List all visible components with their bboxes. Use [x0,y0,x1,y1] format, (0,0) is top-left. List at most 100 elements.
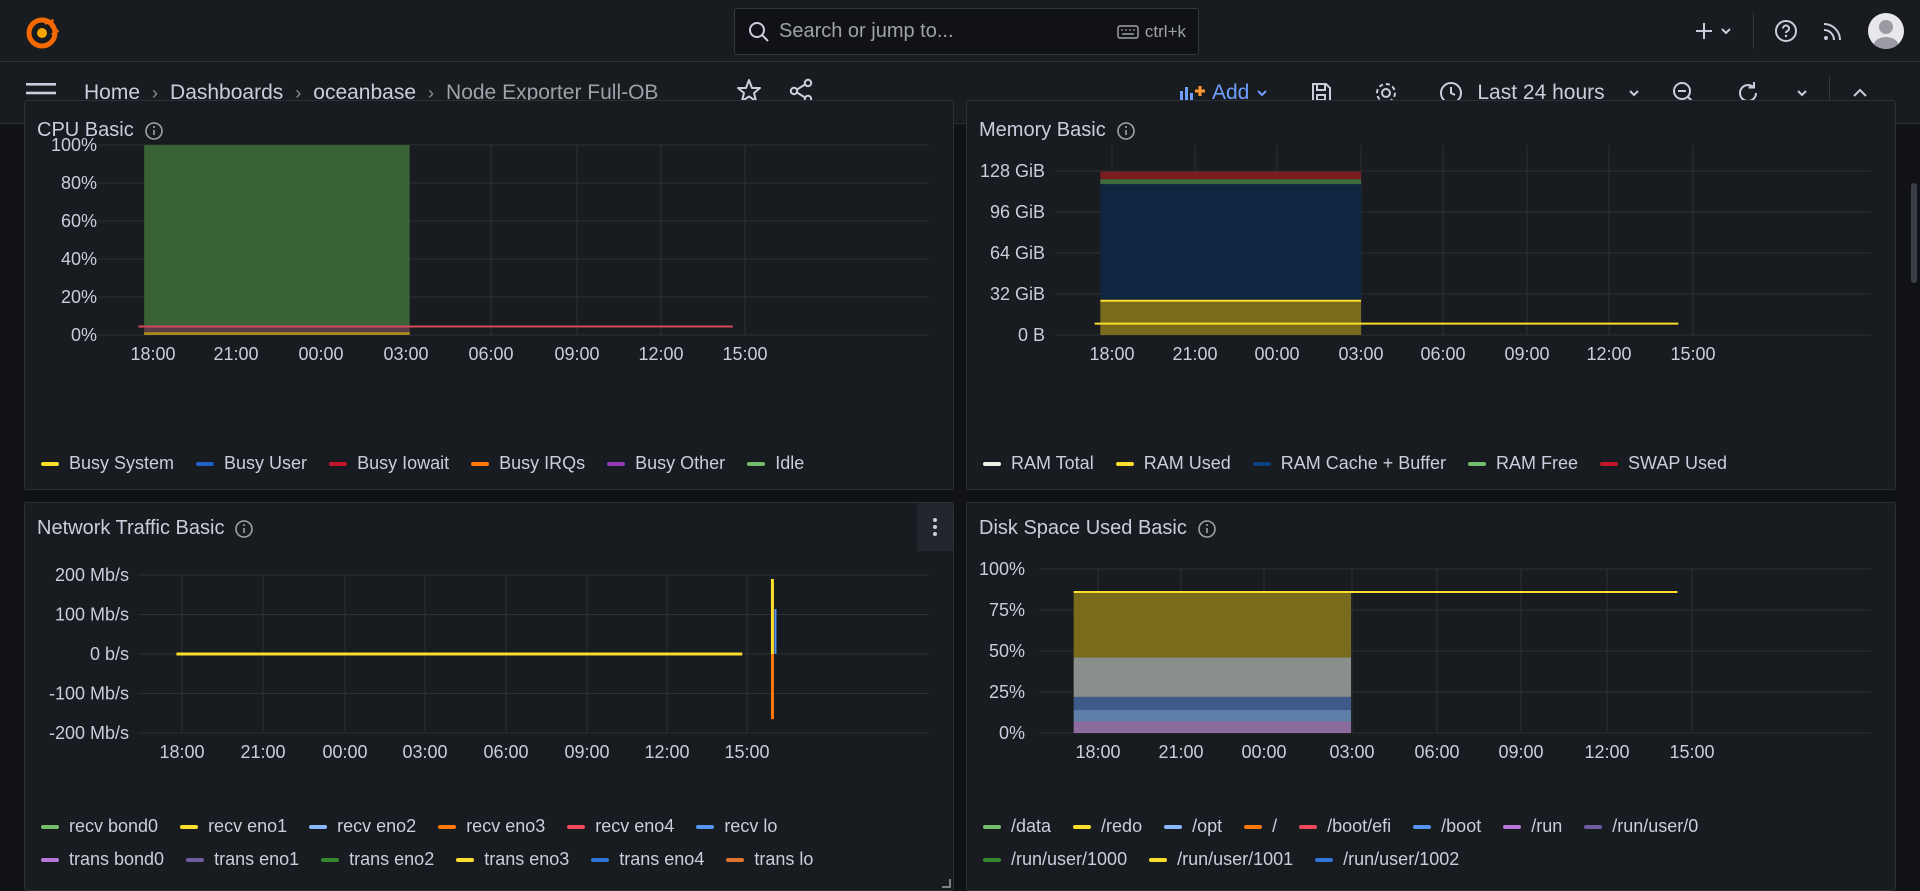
divider [1753,13,1754,49]
legend-item[interactable]: RAM Cache + Buffer [1252,453,1446,474]
y-tick-label: 60% [61,211,97,231]
legend-item[interactable]: Idle [747,453,804,474]
info-icon[interactable] [234,519,254,539]
legend-item[interactable]: recv lo [696,816,777,837]
dashboard-actions [736,78,814,104]
share-icon[interactable] [788,78,814,104]
ram-free-area [1100,179,1361,185]
legend-item[interactable]: recv eno1 [180,816,287,837]
legend-item[interactable]: RAM Total [983,453,1094,474]
star-icon[interactable] [736,78,762,104]
legend-item[interactable]: /boot/efi [1299,816,1391,837]
legend-item[interactable]: trans eno3 [456,849,569,870]
news-button[interactable] [1822,20,1844,42]
refresh-icon[interactable] [1735,80,1761,106]
legend-item[interactable]: /run [1503,816,1562,837]
legend-label: /run [1531,816,1563,836]
info-icon[interactable] [1116,121,1136,141]
legend-label: /data [1011,816,1052,836]
idle-area [144,145,410,335]
legend-item[interactable]: /run/user/1002 [1315,849,1459,870]
legend-item[interactable]: trans eno2 [321,849,434,870]
legend-item[interactable]: recv eno4 [567,816,674,837]
memory-chart[interactable]: 128 GiB 96 GiB 64 GiB 32 GiB 0 B 18:00 21:00 00… [967,101,1896,421]
disk-area [1073,721,1351,733]
legend-item[interactable]: recv eno3 [438,816,545,837]
network-chart[interactable]: 200 Mb/s 100 Mb/s 0 b/s -100 Mb/s -200 Mb/s 1… [25,503,954,813]
legend-item[interactable]: /run/user/1000 [983,849,1127,870]
breadcrumb-dashboards[interactable]: Dashboards [170,81,284,104]
help-button[interactable] [1774,19,1798,43]
legend-item[interactable]: RAM Free [1467,453,1578,474]
resize-handle-icon[interactable] [941,878,951,888]
chevron-up-icon[interactable] [1850,83,1870,103]
cpu-chart[interactable]: 100% 80% 60% 40% 20% 0% 18:00 21:00 00:00 03:00 06… [25,101,954,421]
panel-title-text: Network Traffic Basic [37,517,225,539]
x-tick-label: 00:00 [1254,344,1299,364]
legend-item[interactable]: trans eno4 [591,849,704,870]
panel-title: CPU Basic [37,119,164,142]
disk-chart[interactable]: 100% 75% 50% 25% 0% 18:00 21:00 00:00 03:00 06:00… [967,503,1896,813]
legend-item[interactable]: trans bond0 [41,849,164,870]
legend-item[interactable]: Busy Iowait [329,453,449,474]
x-tick-label: 09:00 [554,344,599,364]
x-tick-label: 09:00 [564,742,609,762]
new-menu-button[interactable] [1693,20,1733,42]
legend-label: /boot [1441,816,1482,836]
user-avatar[interactable] [1868,13,1904,49]
chevron-down-icon[interactable] [1795,86,1809,100]
add-label: Add [1212,81,1250,104]
legend-item[interactable]: Busy IRQs [471,453,585,474]
x-tick-label: 18:00 [130,344,175,364]
chevron-down-icon [1721,28,1731,35]
legend-item[interactable]: /redo [1073,816,1142,837]
chevron-right-icon: › [428,82,435,103]
save-icon[interactable] [1309,81,1333,105]
legend-label: Busy Other [635,453,726,473]
panel-menu-button[interactable] [917,503,953,551]
legend-swatch [1149,857,1168,862]
legend-label: Busy User [224,453,308,473]
legend-item[interactable]: Busy User [196,453,307,474]
y-tick-label: 0% [999,723,1025,743]
x-tick-label: 00:00 [298,344,343,364]
search-bar[interactable]: Search or jump to... ctrl+k [734,8,1199,55]
legend-label: RAM Cache + Buffer [1280,453,1446,473]
x-tick-label: 21:00 [213,344,258,364]
scrollbar-thumb[interactable] [1911,183,1917,283]
legend-label: /opt [1192,816,1223,836]
legend-item[interactable]: /run/user/0 [1584,816,1698,837]
keyboard-shortcut: ctrl+k [1117,22,1186,42]
x-tick-label: 18:00 [159,742,204,762]
breadcrumb-folder[interactable]: oceanbase [313,81,417,104]
breadcrumb: Home › Dashboards › oceanbase › Node Exp… [84,62,658,124]
y-tick-label: 100 Mb/s [55,605,129,625]
legend-item[interactable]: recv bond0 [41,816,158,837]
grafana-logo-icon[interactable] [24,14,60,50]
x-tick-label: 15:00 [1670,344,1715,364]
legend-item[interactable]: RAM Used [1115,453,1231,474]
legend-item[interactable]: trans eno1 [186,849,299,870]
y-tick-label: 0% [71,325,97,345]
legend-item[interactable]: /boot [1413,816,1481,837]
y-tick-label: 50% [989,641,1025,661]
legend-item[interactable]: /opt [1164,816,1222,837]
legend-item[interactable]: /data [983,816,1051,837]
legend-item[interactable]: recv eno2 [309,816,416,837]
add-button[interactable]: Add [1178,81,1269,105]
breadcrumb-dashboard: Node Exporter Full-OB [446,81,659,104]
x-tick-label: 06:00 [1414,742,1459,762]
breadcrumb-home[interactable]: Home [84,81,141,104]
panel-title-text: Memory Basic [979,119,1106,141]
disk-area [1073,710,1351,722]
legend-item[interactable]: Busy System [41,453,174,474]
legend-item[interactable]: Busy Other [607,453,725,474]
info-icon[interactable] [144,121,164,141]
y-tick-label: 100% [979,559,1025,579]
legend-item[interactable]: /run/user/1001 [1149,849,1293,870]
legend-item[interactable]: / [1244,816,1277,837]
info-icon[interactable] [1197,519,1217,539]
legend-item[interactable]: SWAP Used [1600,453,1727,474]
x-tick-label: 03:00 [383,344,428,364]
legend-item[interactable]: trans lo [726,849,813,870]
